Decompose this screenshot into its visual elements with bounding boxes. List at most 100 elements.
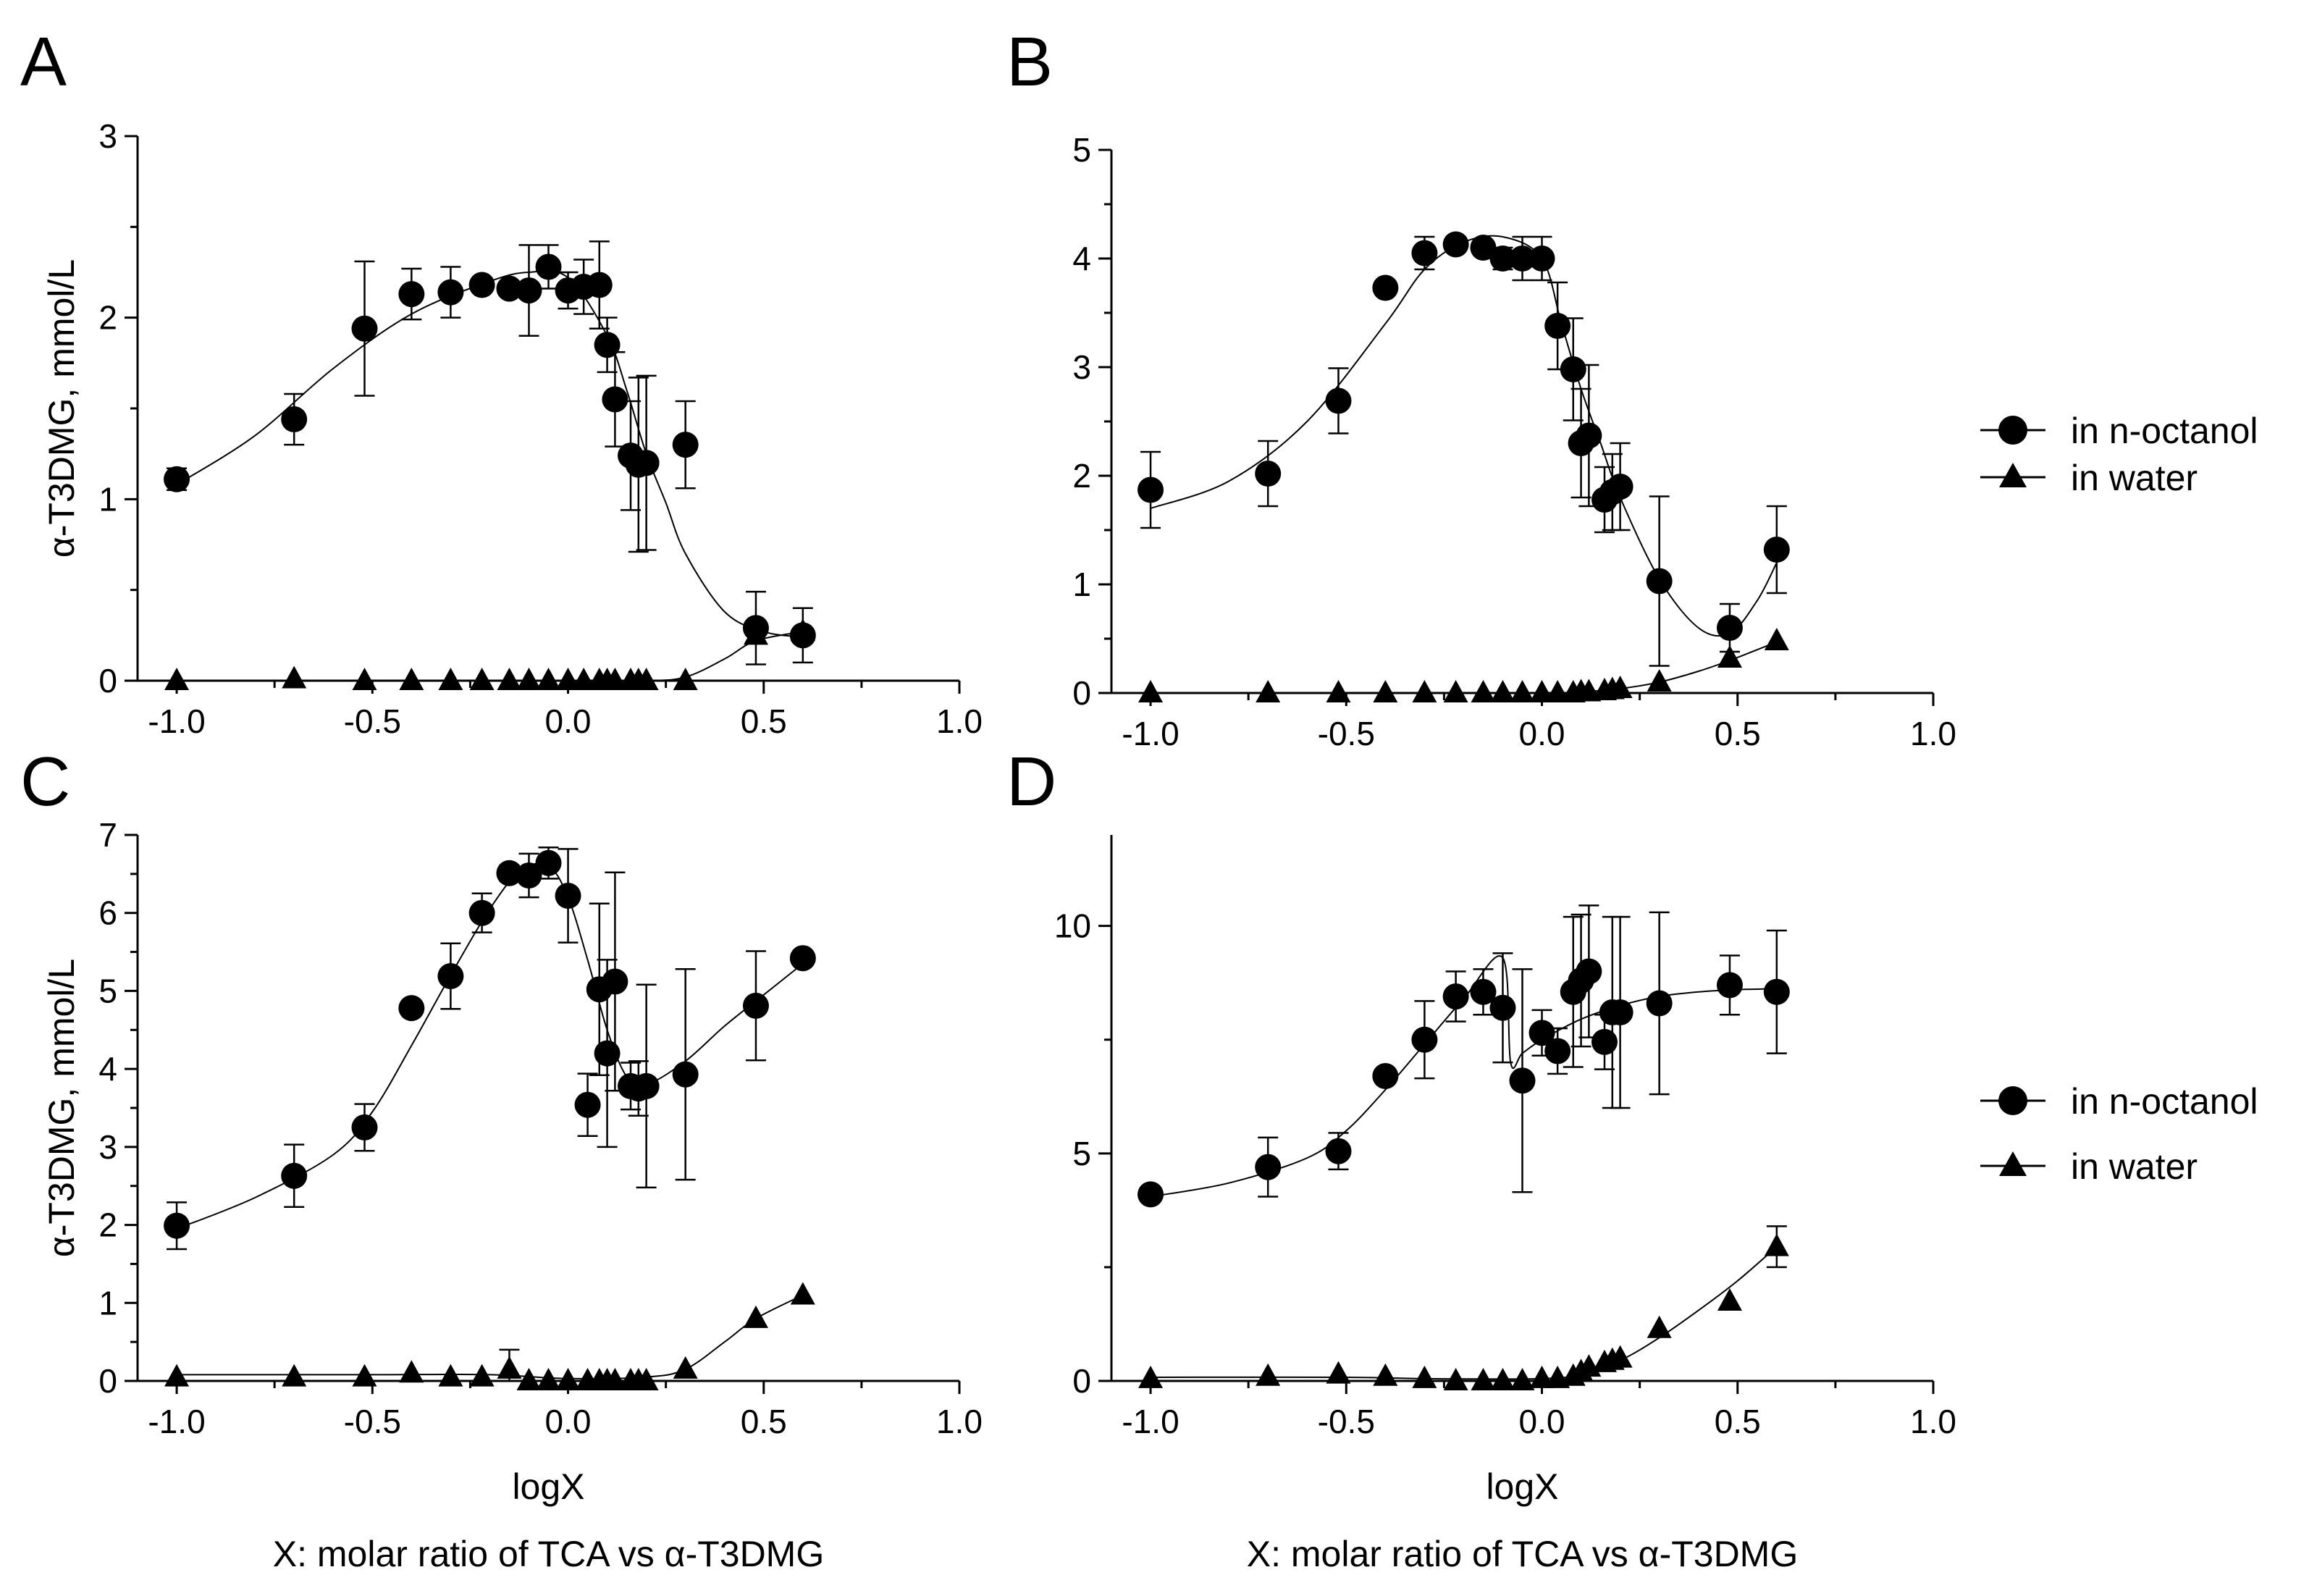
x-tick-label: 0.0 (545, 702, 592, 740)
data-point-triangle (1490, 1368, 1515, 1390)
data-point-triangle (634, 1368, 659, 1390)
fit-curve (177, 631, 803, 682)
data-point-triangle (790, 618, 815, 642)
data-point-triangle (1717, 645, 1742, 668)
data-point-circle (1607, 999, 1633, 1026)
x-axis-caption: X: molar ratio of TCA vs α-T3DMG (273, 1534, 824, 1574)
data-point-circle (281, 1162, 308, 1189)
data-point-triangle (352, 1364, 377, 1387)
data-point-circle (1528, 1020, 1555, 1046)
legend-label-water: in water (2071, 1146, 2198, 1187)
panel-letter: D (1006, 743, 1056, 820)
x-tick-label: -0.5 (1318, 715, 1375, 752)
panel-letter: C (20, 743, 70, 820)
y-tick-label: 0 (98, 1362, 117, 1400)
data-point-triangle (743, 622, 768, 645)
series-water (1138, 1225, 1789, 1390)
data-point-circle (1509, 245, 1536, 272)
panel-b: B -1.0 -0.5 0.0 0.5 1.0 0 1 2 3 4 5 (1006, 23, 1956, 752)
data-point-triangle (516, 1368, 542, 1390)
data-point-circle (1255, 461, 1282, 487)
x-tick-label: -1.0 (1122, 715, 1179, 752)
data-point-triangle (1510, 1368, 1535, 1390)
data-point-triangle (602, 668, 628, 690)
y-axis-title: α-T3DMG, mmol/L (41, 259, 82, 558)
panel-letter: B (1006, 23, 1053, 101)
y-tick-label: 3 (98, 1128, 117, 1166)
legend-triangle-marker (1999, 1151, 2027, 1176)
data-point-triangle (438, 668, 463, 690)
data-point-triangle (1490, 680, 1515, 702)
data-point-triangle (1412, 680, 1437, 702)
data-point-triangle (399, 1360, 424, 1383)
data-point-triangle (438, 1364, 463, 1387)
x-tick-label: 1.0 (1910, 715, 1956, 752)
data-point-triangle (1326, 1361, 1351, 1384)
data-point-circle (437, 962, 464, 989)
data-point-circle (1325, 1138, 1352, 1164)
y-tick-label: 6 (98, 894, 117, 932)
legend-label-water: in water (2071, 458, 2198, 498)
data-point-circle (1372, 1063, 1399, 1090)
data-point-circle (535, 849, 562, 876)
data-point-triangle (1443, 680, 1468, 702)
data-point-circle (1442, 231, 1469, 258)
data-point-triangle (1545, 680, 1570, 702)
data-point-triangle (497, 668, 522, 690)
data-point-triangle (1256, 680, 1281, 702)
data-point-circle (516, 277, 542, 304)
x-tick-label: 1.0 (936, 1403, 983, 1440)
data-point-circle (1489, 994, 1516, 1021)
x-tick-label: 0.5 (741, 1403, 787, 1440)
y-tick-label: 1 (1072, 566, 1091, 603)
data-point-circle (164, 1212, 190, 1239)
data-point-circle (1763, 537, 1790, 563)
data-point-circle (1372, 274, 1399, 301)
y-tick-label: 3 (98, 117, 117, 155)
data-point-circle (496, 860, 523, 886)
data-point-triangle (1764, 1233, 1789, 1256)
data-point-triangle (743, 1305, 768, 1328)
y-tick-label: 5 (1072, 131, 1091, 169)
data-point-circle (351, 315, 378, 342)
data-point-triangle (1138, 680, 1164, 702)
data-point-circle (1560, 356, 1586, 382)
x-tick-label: 1.0 (936, 702, 983, 740)
data-point-circle (1646, 568, 1673, 595)
data-point-circle (1576, 422, 1602, 449)
data-point-circle (516, 862, 542, 889)
series-n-octanol (164, 240, 816, 665)
y-tick-label: 10 (1054, 907, 1091, 945)
data-point-circle (468, 899, 495, 926)
data-point-circle (586, 272, 613, 298)
data-point-circle (594, 332, 621, 358)
data-point-circle (555, 883, 581, 910)
data-point-circle (1646, 990, 1673, 1017)
data-point-triangle (1607, 676, 1633, 698)
data-point-triangle (1717, 1288, 1742, 1311)
data-point-triangle (555, 1368, 581, 1390)
data-point-circle (602, 968, 628, 995)
data-point-triangle (352, 668, 377, 690)
data-point-triangle (1471, 680, 1496, 702)
data-point-triangle (1529, 1365, 1555, 1388)
y-tick-label: 0 (1072, 1362, 1091, 1400)
fit-curve (1151, 1246, 1778, 1380)
data-point-triangle (1256, 1363, 1281, 1386)
data-point-triangle (1607, 1345, 1633, 1368)
data-point-circle (398, 281, 425, 308)
data-point-circle (1489, 245, 1516, 272)
panel-a: A -1.0 -0.5 0.0 0.5 1.0 0 1 2 3 α-T3DMG, mmol/L (20, 23, 983, 740)
data-point-triangle (1326, 680, 1351, 702)
y-tick-label: 1 (98, 1284, 117, 1322)
data-point-circle (633, 1072, 660, 1099)
data-point-circle (1325, 387, 1352, 414)
data-point-circle (398, 995, 425, 1022)
legend-label-octanol: in n-octanol (2071, 1081, 2258, 1122)
data-point-circle (1255, 1154, 1282, 1180)
x-axis-caption: X: molar ratio of TCA vs α-T3DMG (1247, 1534, 1798, 1574)
data-point-circle (468, 272, 495, 298)
data-point-triangle (634, 668, 659, 690)
data-point-triangle (1138, 1365, 1164, 1388)
